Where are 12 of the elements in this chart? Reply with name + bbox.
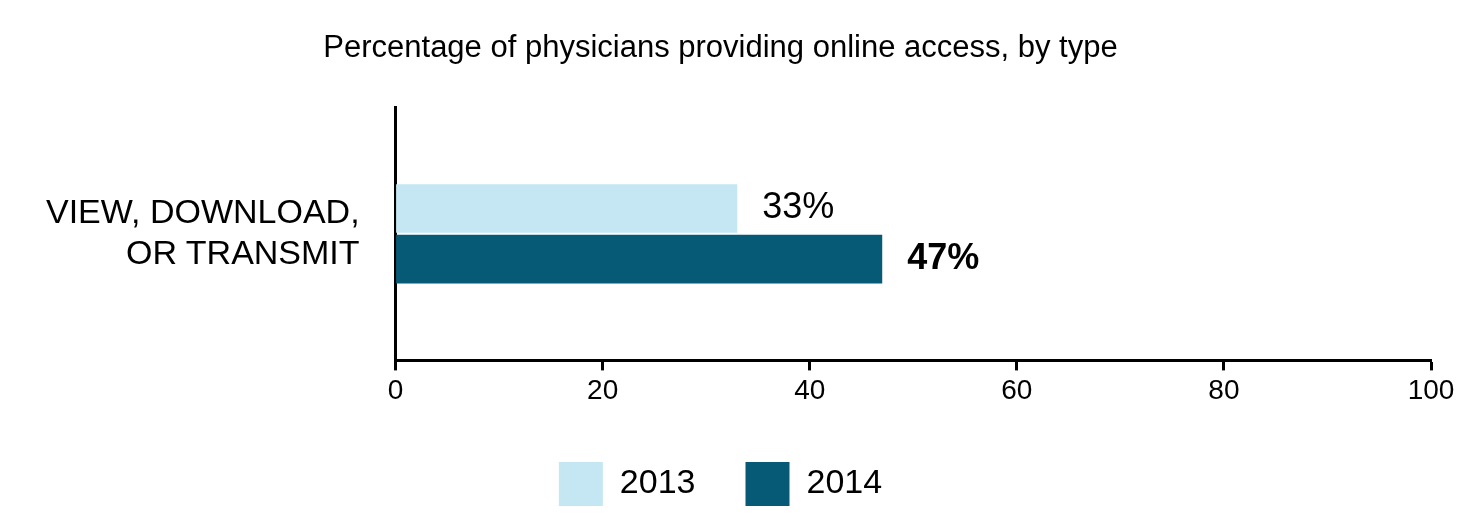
x-tick-label: 80 (1208, 373, 1240, 405)
x-tick-label: 0 (387, 373, 404, 405)
x-tick-label: 60 (1001, 373, 1033, 405)
x-tick-label: 100 (1407, 373, 1455, 405)
y-tick-label: VIEW, DOWNLOAD, OR TRANSMIT (45, 191, 360, 271)
data-label: 33% (762, 185, 835, 227)
data-label: 47% (907, 236, 980, 278)
x-tick-label: 40 (794, 373, 826, 405)
x-tick-label: 20 (587, 373, 619, 405)
chart-title: Percentage of physicians providing online access, by type (323, 29, 1118, 65)
legend-label: 2013 (619, 462, 696, 501)
legend-label: 2014 (806, 462, 883, 501)
